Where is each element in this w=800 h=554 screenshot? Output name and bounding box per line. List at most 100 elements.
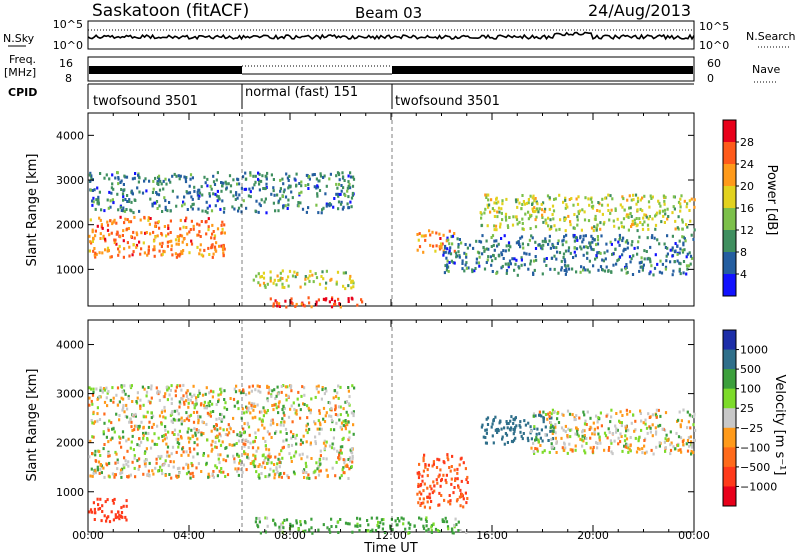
echo-cell — [304, 184, 307, 187]
echo-cell — [305, 173, 308, 177]
echo-cell — [290, 456, 293, 460]
echo-cell — [270, 419, 273, 423]
echo-cell — [133, 176, 136, 180]
echo-cell — [180, 453, 183, 457]
echo-cell — [625, 214, 628, 218]
echo-cell — [506, 441, 509, 444]
echo-cell — [131, 460, 134, 464]
echo-cell — [265, 211, 268, 215]
echo-cell — [120, 188, 123, 191]
echo-cell — [187, 397, 190, 401]
echo-cell — [123, 209, 127, 213]
echo-cell — [471, 270, 474, 274]
echo-cell — [330, 525, 333, 528]
velocity-colorbar-swatch — [723, 427, 736, 448]
echo-cell — [594, 218, 597, 221]
echo-cell — [588, 203, 591, 207]
echo-cell — [456, 477, 459, 481]
echo-cell — [99, 454, 102, 457]
echo-cell — [529, 430, 533, 433]
echo-cell — [297, 204, 300, 208]
echo-cell — [436, 457, 439, 461]
echo-cell — [131, 177, 134, 181]
echo-cell — [576, 202, 580, 206]
echo-cell — [258, 172, 261, 176]
echo-cell — [224, 475, 227, 478]
echo-cell — [455, 255, 458, 259]
echo-cell — [287, 203, 290, 207]
echo-cell — [554, 197, 557, 201]
echo-cell — [274, 299, 277, 303]
echo-cell — [400, 516, 403, 520]
echo-cell — [193, 427, 196, 431]
echo-cell — [200, 220, 203, 223]
echo-cell — [262, 453, 265, 457]
echo-cell — [430, 530, 433, 534]
echo-cell — [153, 254, 156, 258]
echo-cell — [609, 439, 612, 443]
echo-cell — [264, 285, 267, 289]
echo-cell — [317, 384, 320, 388]
echo-cell — [595, 254, 598, 257]
echo-cell — [285, 305, 288, 309]
echo-cell — [242, 427, 245, 431]
echo-cell — [347, 184, 350, 188]
echo-cell — [420, 234, 423, 238]
echo-cell — [141, 385, 144, 389]
echo-cell — [96, 186, 99, 190]
x-tick-label: 12:00 — [375, 529, 407, 542]
echo-cell — [430, 529, 433, 533]
echo-cell — [661, 209, 664, 213]
echo-cell — [248, 433, 251, 437]
echo-cell — [94, 511, 97, 515]
echo-cell — [325, 389, 328, 393]
echo-cell — [162, 463, 165, 467]
echo-cell — [515, 218, 519, 222]
echo-cell — [176, 409, 179, 413]
echo-cell — [682, 241, 685, 245]
echo-cell — [219, 207, 222, 211]
echo-cell — [484, 207, 487, 211]
echo-cell — [105, 435, 108, 439]
echo-cell — [315, 300, 318, 304]
echo-cell — [113, 238, 116, 242]
echo-cell — [208, 194, 211, 198]
echo-cell — [288, 452, 291, 456]
echo-cell — [178, 254, 181, 258]
echo-cell — [612, 263, 615, 267]
echo-cell — [422, 497, 425, 501]
echo-cell — [281, 195, 284, 198]
echo-cell — [120, 506, 123, 510]
echo-cell — [199, 235, 202, 238]
echo-cell — [178, 466, 181, 470]
power-echo-cells — [88, 171, 696, 309]
echo-cell — [205, 232, 208, 236]
echo-cell — [114, 450, 117, 454]
echo-cell — [105, 519, 108, 523]
echo-cell — [561, 243, 564, 247]
echo-cell — [240, 416, 243, 420]
echo-cell — [453, 486, 456, 489]
echo-cell — [194, 402, 197, 406]
echo-cell — [251, 186, 254, 190]
echo-cell — [144, 464, 147, 468]
echo-cell — [265, 177, 268, 181]
echo-cell — [203, 406, 206, 410]
echo-cell — [617, 257, 620, 261]
echo-cell — [197, 417, 200, 421]
echo-cell — [391, 528, 394, 532]
echo-cell — [635, 202, 638, 206]
echo-cell — [143, 451, 146, 455]
echo-cell — [463, 269, 466, 273]
echo-cell — [318, 432, 321, 436]
echo-cell — [94, 255, 97, 259]
echo-cell — [445, 268, 448, 272]
echo-cell — [677, 435, 681, 439]
echo-cell — [549, 416, 552, 420]
echo-cell — [161, 241, 164, 245]
echo-cell — [688, 199, 691, 203]
echo-cell — [616, 217, 619, 221]
echo-cell — [683, 237, 686, 241]
echo-cell — [198, 230, 201, 234]
